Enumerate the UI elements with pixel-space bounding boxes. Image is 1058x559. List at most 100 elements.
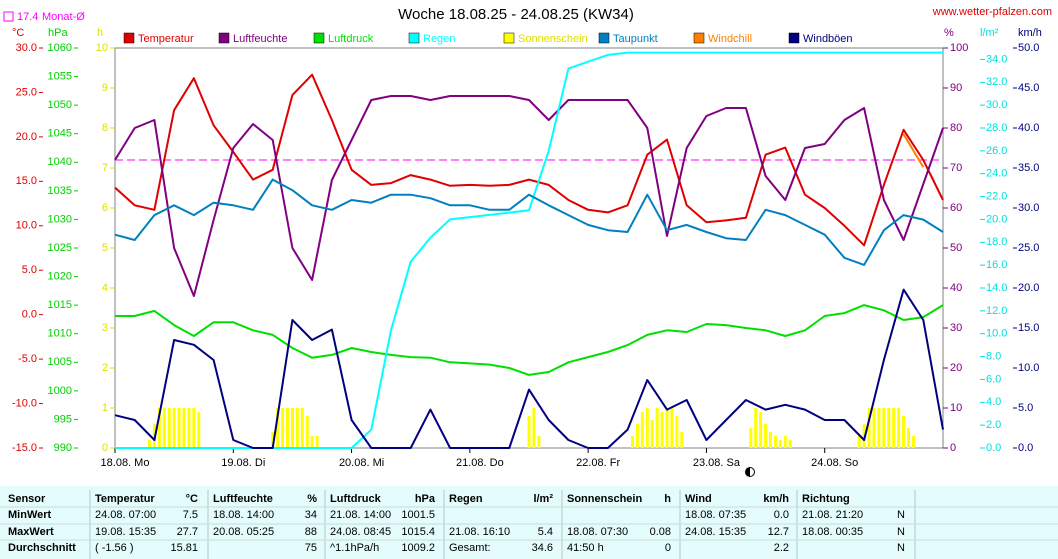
table-cell-time: 21.08. 14:00 (330, 509, 391, 521)
sun-bar (680, 432, 684, 448)
table-header: Wind (685, 493, 712, 505)
table-row-label: MinWert (8, 509, 52, 521)
table-header-unit: % (307, 493, 317, 505)
legend-swatch (788, 32, 800, 44)
sun-bar (290, 408, 294, 448)
table-header: Sensor (8, 493, 46, 505)
table-cell-time: 24.08. 15:35 (685, 526, 746, 538)
sun-bar (187, 408, 191, 448)
sun-bar (295, 408, 299, 448)
sun-bar (655, 408, 659, 448)
table-header-unit: hPa (415, 493, 436, 505)
sun-bar (892, 408, 896, 448)
tick-label: 30.0 (1018, 202, 1039, 214)
tick-label: 5.0 (22, 264, 37, 276)
sun-bar (670, 408, 674, 448)
x-tick-label: 24.08. So (811, 457, 858, 469)
tick-label: 9 (102, 82, 108, 94)
sun-bar (650, 420, 654, 448)
sun-bar (783, 436, 787, 448)
tick-label: 4 (102, 282, 108, 294)
table-header-unit: °C (186, 493, 198, 505)
tick-label: 50.0 (1018, 42, 1039, 54)
legend-swatch (218, 32, 230, 44)
table-cell-value: 34.6 (532, 542, 553, 554)
tick-label: 10 (96, 42, 108, 54)
sun-bar (675, 416, 679, 448)
legend-label: Regen (423, 33, 455, 45)
tick-label: 1045 (48, 128, 72, 140)
sun-bar (167, 408, 171, 448)
table-cell-time: 21.08. 21:20 (802, 509, 863, 521)
table-cell-time: 18.08. 00:35 (802, 526, 863, 538)
tick-label: 1030 (48, 213, 72, 225)
sun-bar (887, 408, 891, 448)
table-cell-value: 88 (305, 526, 317, 538)
table-cell-value: 0.0 (774, 509, 789, 521)
sun-bar (177, 408, 181, 448)
axis-unit: l/m² (980, 27, 999, 39)
table-background (0, 486, 1058, 559)
sun-bar (305, 416, 309, 448)
sun-bar (271, 432, 275, 448)
sun-bar (527, 416, 531, 448)
tick-label: 3 (102, 322, 108, 334)
sun-bar (665, 408, 669, 448)
table-cell-time: 18.08. 07:35 (685, 509, 746, 521)
tick-label: 1060 (48, 42, 72, 54)
sun-bar (182, 408, 186, 448)
table: Sensor Temperatur °C Luftfeuchte% Luftdruck h… (0, 490, 1058, 559)
tick-label: 0 (102, 442, 108, 454)
tick-label: 1050 (48, 99, 72, 111)
sun-bar (872, 408, 876, 448)
table-row-label: MaxWert (8, 526, 54, 538)
legend-label: Windchill (708, 33, 752, 45)
tick-label: -5.0 (18, 353, 37, 365)
tick-label: 1010 (48, 328, 72, 340)
tick-label: 1005 (48, 356, 72, 368)
sun-bar (537, 436, 541, 448)
table-cell-value: 15.81 (170, 542, 198, 554)
tick-label: 1 (102, 402, 108, 414)
tick-label: 1055 (48, 70, 72, 82)
legend-swatch (503, 32, 515, 44)
sun-bar (148, 440, 151, 448)
sun-bar (162, 408, 166, 448)
series-line (902, 133, 925, 168)
table-cell-time: 41:50 h (567, 542, 604, 554)
sun-bar (276, 408, 280, 448)
table-cell-time: ( -1.56 ) (95, 542, 134, 554)
tick-label: 8 (102, 122, 108, 134)
table-cell-time: 24.08. 08:45 (330, 526, 391, 538)
tick-label: 1000 (48, 385, 72, 397)
table-cell-value: 2.2 (774, 542, 789, 554)
sun-bar (532, 408, 536, 448)
sun-bar (192, 408, 196, 448)
moon-shade (745, 467, 750, 477)
sun-bar (759, 412, 763, 448)
tick-label: 995 (54, 413, 72, 425)
table-cell-value: 34 (305, 509, 317, 521)
legend-label: Taupunkt (613, 33, 658, 45)
table-header: Sonnenschein (567, 493, 642, 505)
legend-label: Sonnenschein (518, 33, 588, 45)
tick-label: 28.0 (986, 122, 1007, 134)
sun-bar (867, 408, 871, 448)
tick-label: 2.0 (986, 419, 1001, 431)
legend-swatch (598, 32, 610, 44)
table-cell-time: 18.08. 14:00 (213, 509, 274, 521)
tick-label: 100 (950, 42, 968, 54)
sun-bar (300, 408, 304, 448)
table-cell-time: 18.08. 07:30 (567, 526, 628, 538)
tick-label: 70 (950, 162, 962, 174)
tick-label: 15.0 (1018, 322, 1039, 334)
sun-bar (157, 408, 161, 448)
series-line (114, 95, 944, 297)
sun-bar (660, 412, 664, 448)
tick-label: 32.0 (986, 76, 1007, 88)
tick-label: 50 (950, 242, 962, 254)
table-cell-time: Gesamt: (449, 542, 491, 554)
legend-swatch (123, 32, 135, 44)
sun-bar (310, 436, 314, 448)
